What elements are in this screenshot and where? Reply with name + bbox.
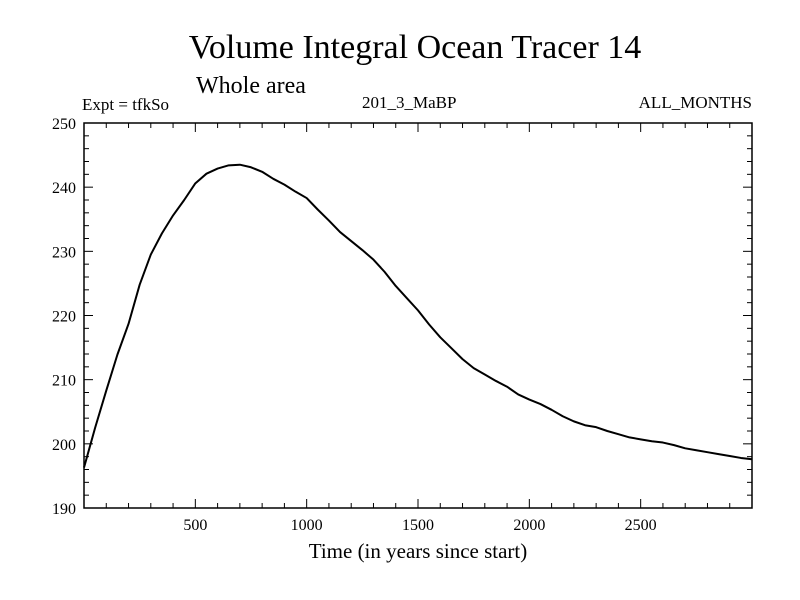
x-tick-label: 1500 [402, 517, 434, 534]
series-line [83, 163, 753, 468]
months-label: ALL_MONTHS [639, 93, 752, 112]
x-tick-label: 500 [183, 517, 207, 534]
chart-subtitle: Whole area [196, 73, 306, 99]
y-tick-label: 220 [52, 309, 76, 326]
x-tick-label: 2000 [513, 517, 545, 534]
y-tick-label: 230 [52, 244, 76, 261]
plot-frame [83, 122, 753, 509]
experiment-label: Expt = tfkSo [82, 95, 169, 114]
y-tick-label: 210 [52, 373, 76, 390]
x-axis-label: Time (in years since start) [309, 539, 528, 563]
run-label: 201_3_MaBP [362, 93, 456, 112]
y-tick-label: 200 [52, 437, 76, 454]
y-tick-label: 190 [52, 501, 76, 518]
chart-title: Volume Integral Ocean Tracer 14 [189, 29, 642, 66]
x-tick-label: 2500 [625, 517, 657, 534]
y-tick-label: 240 [52, 180, 76, 197]
x-tick-label: 1000 [291, 517, 323, 534]
y-tick-label: 250 [52, 116, 76, 133]
axis-tick-labels: 500 1000 1500 2000 2500 190 200 210 220 230 240 250 [52, 116, 657, 534]
axis-ticks [84, 123, 752, 508]
